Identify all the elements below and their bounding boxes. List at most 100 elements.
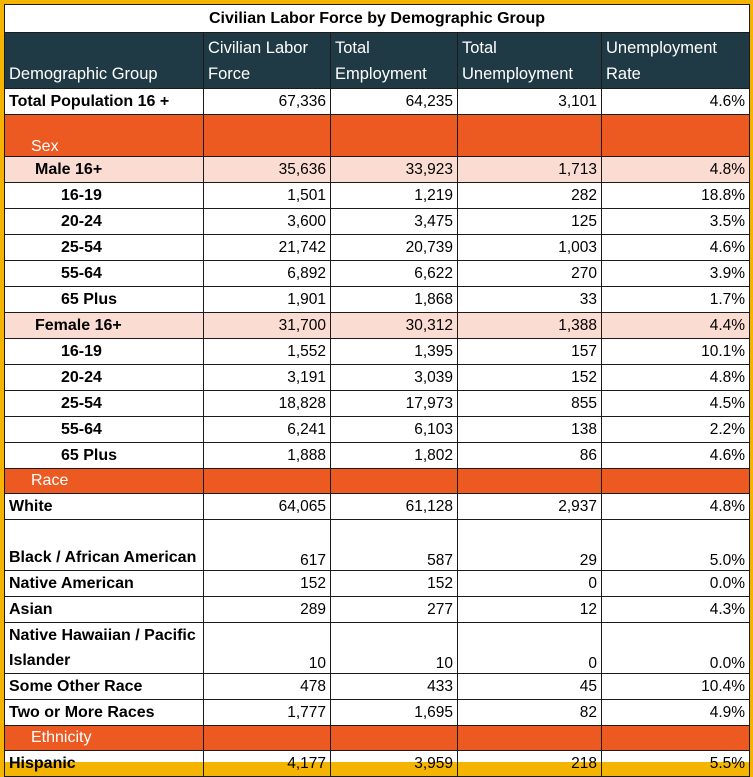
section-fill-cell (457, 468, 602, 494)
unemployment-rate-cell: 4.6% (600, 88, 751, 115)
unemployment-rate-cell: 0.0% (600, 570, 751, 597)
employment-cell: 6,103 (330, 416, 458, 443)
unemployment-rate-cell: 3.9% (600, 260, 751, 287)
subgroup-row: Female 16+ 31,700 30,312 1,388 4.4% (4, 312, 751, 339)
group-label-cell: 65 Plus (4, 286, 204, 313)
employment-cell: 277 (330, 596, 458, 623)
section-label: Ethnicity (4, 725, 204, 751)
labor-force-cell: 478 (203, 673, 331, 700)
unemployment-rate-cell: 4.8% (600, 156, 751, 183)
unemployment-rate-cell: 10.1% (600, 338, 751, 365)
labor-force-cell: 1,901 (203, 286, 331, 313)
table-body: Total Population 16 +67,336 64,235 3,101 4.… (4, 88, 751, 777)
unemployment-cell: 45 (457, 673, 602, 700)
group-label-cell: 20-24 (4, 208, 204, 235)
unemployment-cell: 270 (457, 260, 602, 287)
section-label: Sex (4, 114, 204, 157)
section-fill-cell (203, 725, 331, 751)
group-label-cell: 16-19 (4, 182, 204, 209)
table-row: White 64,065 61,128 2,937 4.8% (4, 493, 751, 520)
employment-cell: 1,219 (330, 182, 458, 209)
unemployment-cell: 1,003 (457, 234, 602, 261)
labor-force-cell: 4,177 (203, 750, 331, 777)
employment-cell: 17,973 (330, 390, 458, 417)
group-label-cell: Asian (4, 596, 204, 623)
employment-cell: 1,802 (330, 442, 458, 469)
labor-force-cell: 1,777 (203, 699, 331, 726)
labor-force-cell: 10 (203, 622, 331, 674)
group-label-cell: Male 16+ (4, 156, 204, 183)
labor-force-cell: 617 (203, 519, 331, 571)
employment-cell: 64,235 (330, 88, 458, 115)
header-total-employment: Total Employment (330, 32, 458, 89)
table-row: Some Other Race 478 433 45 10.4% (4, 673, 751, 700)
unemployment-cell: 855 (457, 390, 602, 417)
table-row: Native Hawaiian / Pacific Islander 10 10 0 0… (4, 622, 751, 674)
section-fill-cell (600, 468, 751, 494)
unemployment-cell: 12 (457, 596, 602, 623)
table-row: Native American 152 152 0 0.0% (4, 570, 751, 597)
table-row: 65 Plus 1,901 1,868 33 1.7% (4, 286, 751, 313)
group-label-cell: Native American (4, 570, 204, 597)
table-row: 20-24 3,191 3,039 152 4.8% (4, 364, 751, 391)
unemployment-cell: 152 (457, 364, 602, 391)
header-civilian-labor-force: Civilian Labor Force (203, 32, 331, 89)
labor-force-cell: 152 (203, 570, 331, 597)
header-unemployment-rate: Unemployment Rate (600, 32, 751, 89)
unemployment-cell: 218 (457, 750, 602, 777)
group-label-cell: Female 16+ (4, 312, 204, 339)
unemployment-rate-cell: 18.8% (600, 182, 751, 209)
section-fill-cell (203, 114, 331, 157)
labor-force-cell: 35,636 (203, 156, 331, 183)
group-label-cell: Native Hawaiian / Pacific Islander (4, 622, 204, 674)
unemployment-rate-cell: 4.6% (600, 234, 751, 261)
employment-cell: 33,923 (330, 156, 458, 183)
employment-cell: 587 (330, 519, 458, 571)
unemployment-cell: 282 (457, 182, 602, 209)
unemployment-cell: 1,713 (457, 156, 602, 183)
table-frame: Civilian Labor Force by Demographic Grou… (3, 4, 751, 777)
employment-cell: 3,475 (330, 208, 458, 235)
group-label-cell: Some Other Race (4, 673, 204, 700)
employment-cell: 3,959 (330, 750, 458, 777)
labor-force-cell: 67,336 (203, 88, 331, 115)
employment-cell: 20,739 (330, 234, 458, 261)
section-fill-cell (330, 468, 458, 494)
unemployment-cell: 1,388 (457, 312, 602, 339)
header-total-unemployment: Total Unemployment (457, 32, 602, 89)
section-fill-cell (330, 114, 458, 157)
table-title: Civilian Labor Force by Demographic Grou… (3, 4, 751, 33)
unemployment-cell: 86 (457, 442, 602, 469)
unemployment-rate-cell: 10.4% (600, 673, 751, 700)
group-label-cell: Total Population 16 + (4, 88, 204, 115)
employment-cell: 1,395 (330, 338, 458, 365)
unemployment-rate-cell: 1.7% (600, 286, 751, 313)
labor-force-cell: 18,828 (203, 390, 331, 417)
unemployment-rate-cell: 5.5% (600, 750, 751, 777)
group-label-cell: 25-54 (4, 390, 204, 417)
group-label-cell: Two or More Races (4, 699, 204, 726)
group-label-cell: Black / African American (4, 519, 204, 571)
unemployment-rate-cell: 0.0% (600, 622, 751, 674)
group-label-cell: 25-54 (4, 234, 204, 261)
unemployment-cell: 125 (457, 208, 602, 235)
labor-force-table: Civilian Labor Force by Demographic Grou… (3, 4, 751, 777)
table-row: 55-64 6,892 6,622 270 3.9% (4, 260, 751, 287)
table-row: 65 Plus 1,888 1,802 86 4.6% (4, 442, 751, 469)
section-label: Race (4, 468, 204, 494)
table-row: Asian 289 277 12 4.3% (4, 596, 751, 623)
section-row: Race (4, 468, 751, 494)
unemployment-cell: 0 (457, 622, 602, 674)
employment-cell: 10 (330, 622, 458, 674)
group-label-cell: 20-24 (4, 364, 204, 391)
unemployment-rate-cell: 4.4% (600, 312, 751, 339)
unemployment-rate-cell: 4.8% (600, 364, 751, 391)
unemployment-rate-cell: 4.5% (600, 390, 751, 417)
unemployment-cell: 3,101 (457, 88, 602, 115)
table-row: 20-24 3,600 3,475 125 3.5% (4, 208, 751, 235)
labor-force-cell: 1,552 (203, 338, 331, 365)
employment-cell: 30,312 (330, 312, 458, 339)
employment-cell: 1,868 (330, 286, 458, 313)
unemployment-cell: 29 (457, 519, 602, 571)
table-row: 25-54 18,828 17,973 855 4.5% (4, 390, 751, 417)
